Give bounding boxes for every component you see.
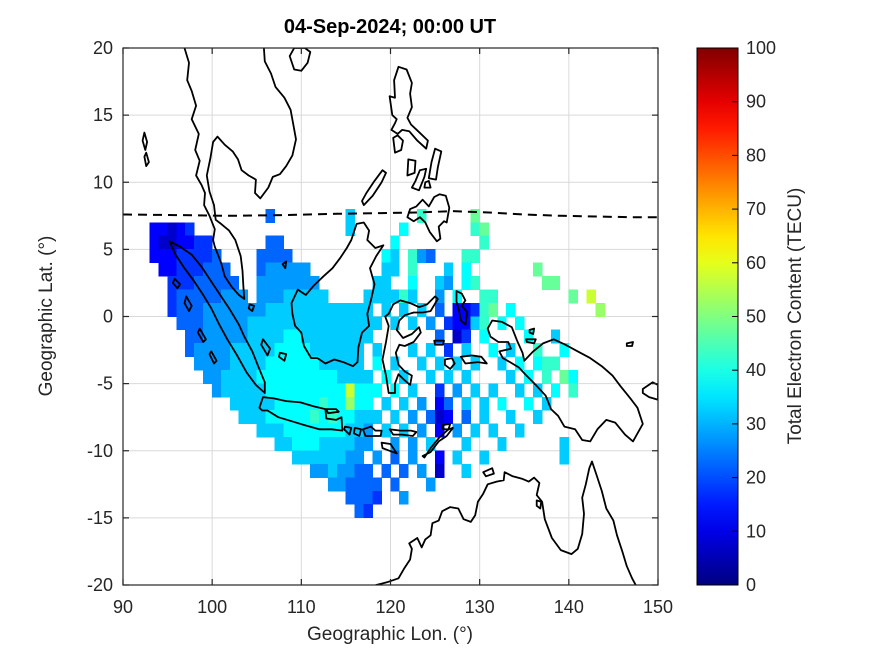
y-tick-label: -15 [87, 508, 113, 528]
x-tick-label: 130 [465, 597, 495, 617]
y-tick-label: -5 [97, 374, 113, 394]
coastline-siberut [197, 327, 207, 343]
coastline-bangka [260, 338, 271, 357]
x-tick-label: 150 [643, 597, 673, 617]
coastline-flores [388, 428, 418, 437]
coastline-groote [535, 499, 543, 510]
colorbar-tick-label: 80 [746, 145, 766, 165]
coastline-riau [247, 303, 255, 312]
dip-equator-line [123, 210, 658, 219]
coastline-mainland-sea [183, 48, 297, 300]
colorbar-tick-label: 40 [746, 360, 766, 380]
coastline-hainan [288, 48, 312, 72]
coastline-new-guinea [486, 319, 644, 443]
y-tick-label: 5 [103, 239, 113, 259]
coastline-sumba [380, 441, 398, 455]
coastline-mindoro [392, 134, 404, 154]
coastline-biak [528, 327, 535, 335]
colorbar-tick-label: 50 [746, 307, 766, 327]
coastline-andaman-north [141, 131, 148, 151]
coastline-nias [183, 295, 193, 312]
y-tick-label: -10 [87, 441, 113, 461]
colorbar-tick-label: 90 [746, 92, 766, 112]
coastline-bohol [423, 180, 432, 189]
y-tick-label: 10 [93, 172, 113, 192]
coastline-belitung [278, 351, 288, 362]
coastline-bali [343, 425, 353, 436]
coastline-new-britain [641, 381, 658, 401]
y-tick-label: -20 [87, 575, 113, 595]
y-axis-label: Geographic Lat. (°) [36, 236, 57, 397]
coastline-australia [375, 460, 637, 585]
coastline-natuna [281, 260, 288, 270]
x-tick-label: 110 [287, 597, 316, 617]
coastline-melville [482, 467, 495, 478]
x-tick-label: 140 [554, 597, 584, 617]
y-tick-label: 20 [93, 38, 113, 58]
coastline-pagai [208, 350, 218, 365]
coastline-lombok [353, 427, 362, 437]
colorbar-tick-label: 30 [746, 414, 766, 434]
colorbar-label: Total Electron Content (TECU) [785, 188, 806, 445]
coastline-samar-leyte [427, 147, 443, 181]
colorbar-tick-label: 70 [746, 199, 766, 219]
coastline-buru [444, 357, 456, 370]
coastline-simeulue [172, 278, 181, 290]
coastline-sula [433, 339, 445, 346]
colorbar-tick-label: 20 [746, 468, 766, 488]
x-tick-label: 90 [113, 597, 133, 617]
colorbar-tick-label: 10 [746, 521, 766, 541]
x-axis-label: Geographic Lon. (°) [307, 624, 473, 645]
axis-ticks [122, 47, 659, 586]
coastline-timor [421, 427, 454, 459]
coastline-wetar [441, 423, 452, 431]
x-tick-label: 100 [197, 597, 227, 617]
coastline-andaman-south [143, 151, 150, 167]
coastlines [141, 48, 658, 585]
coastline-sulawesi [381, 295, 439, 394]
coastline-sumatra [168, 240, 266, 394]
colorbar-tick-label: 0 [746, 575, 756, 595]
colorbar [697, 48, 738, 585]
coastline-negros-cebu [411, 167, 428, 192]
colorbar-ticks [732, 101, 738, 532]
x-tick-label: 120 [375, 597, 405, 617]
coastline-manus [625, 341, 634, 347]
coastline-java [258, 396, 344, 432]
coastline-seram [460, 354, 488, 365]
coastline-madura [325, 408, 340, 415]
y-tick-label: 15 [93, 105, 113, 125]
coastline-halmahera [455, 290, 469, 326]
coastline-palawan [361, 169, 387, 206]
coastline-borneo [290, 221, 385, 368]
coastline-panay [406, 158, 417, 177]
colorbar-tick-label: 60 [746, 253, 766, 273]
coastline-sumbawa [362, 425, 383, 437]
coastline-luzon [388, 65, 429, 150]
coastline-yapen [525, 338, 537, 345]
y-tick-label: 0 [103, 307, 113, 327]
coastline-mindanao [406, 193, 451, 243]
colorbar-tick-label: 100 [746, 38, 776, 58]
plot-title: 04-Sep-2024; 00:00 UT [284, 16, 496, 38]
